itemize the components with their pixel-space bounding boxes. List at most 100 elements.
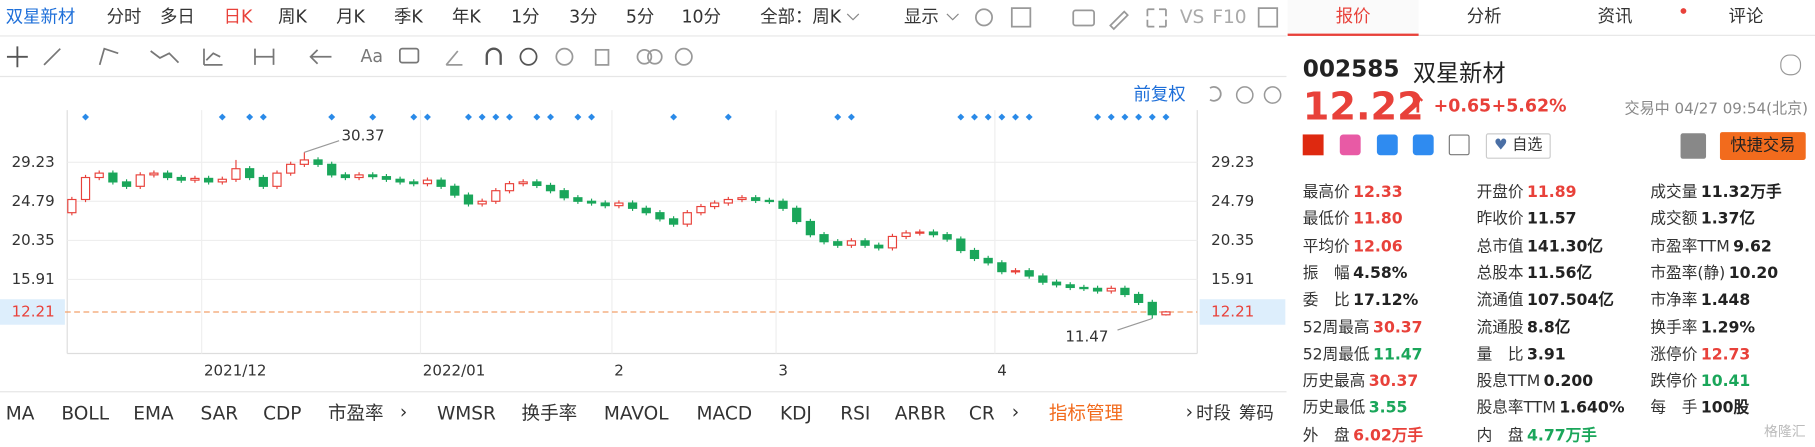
indicator[interactable]: CR [969, 403, 995, 424]
indicator[interactable]: ARBR [895, 403, 946, 424]
indicator[interactable]: KDJ [780, 403, 812, 424]
period-tab[interactable]: 10分 [681, 7, 720, 27]
indicator[interactable]: MA [6, 403, 35, 424]
signal-marker [957, 113, 965, 121]
color-icon[interactable] [1010, 7, 1032, 28]
indicator[interactable]: MAVOL [604, 403, 669, 424]
stat-label: 跌停价 [1650, 372, 1698, 391]
stat-cell: 开盘价 11.89 [1477, 178, 1577, 202]
camera-icon[interactable] [1072, 9, 1095, 27]
move-tool[interactable] [6, 46, 28, 68]
stat-label: 股息率TTM [1476, 399, 1556, 418]
stat-value: 141.30亿 [1526, 237, 1604, 256]
signal-marker [82, 113, 90, 121]
stat-label: 流通股 [1476, 318, 1524, 337]
draw-settings[interactable] [674, 47, 693, 66]
panel-toggle[interactable] [1257, 7, 1279, 28]
period-tab[interactable]: 3分 [569, 7, 597, 27]
nav-arrow[interactable]: › [1186, 402, 1193, 423]
note-tool[interactable] [398, 47, 420, 64]
stat-value: 12.33 [1353, 183, 1403, 202]
compare-tool[interactable] [636, 48, 653, 65]
y-tick-label: 15.91 [12, 270, 55, 288]
tab[interactable]: 评论 [1728, 5, 1764, 27]
text-tool[interactable]: Aa [360, 47, 383, 67]
fib-tool[interactable] [203, 48, 223, 66]
zoom-in[interactable] [1263, 86, 1282, 104]
magnet-tool[interactable] [485, 47, 502, 65]
trade-button[interactable]: 快捷交易 [1719, 132, 1806, 160]
angle-tool[interactable] [445, 50, 463, 66]
stat-label: 股息TTM [1476, 372, 1541, 391]
indicator[interactable]: CDP [263, 403, 301, 424]
candle-body [874, 244, 884, 249]
settings-icon[interactable] [975, 8, 993, 27]
compare-tool[interactable] [647, 48, 663, 65]
tab[interactable]: 分析 [1466, 5, 1502, 27]
candle-body [627, 202, 638, 209]
signal-marker [547, 113, 555, 121]
candle-body [819, 234, 829, 243]
period-tab[interactable]: 季K [394, 7, 423, 27]
period-tab[interactable]: 1分 [511, 7, 539, 27]
alert-button[interactable] [1680, 133, 1707, 159]
candle-body [901, 232, 911, 238]
indicator[interactable]: RSI [840, 403, 870, 424]
display-menu[interactable]: 显示 [904, 7, 939, 27]
candle-body [969, 249, 980, 260]
candle-body [887, 235, 898, 249]
candle-body [327, 163, 337, 176]
indicator[interactable]: 换手率 [522, 403, 578, 424]
arrow-tool[interactable] [309, 49, 332, 65]
signal-marker [1025, 113, 1033, 121]
delete-tool[interactable] [594, 48, 610, 66]
hide-tool[interactable] [555, 47, 574, 66]
watch-button[interactable]: ♥ 自选 [1485, 133, 1551, 159]
indicator[interactable]: 市盈率 [328, 403, 384, 424]
period-tab[interactable]: 多日 [160, 7, 195, 27]
candle-body [450, 185, 460, 196]
indicator[interactable]: BOLL [61, 403, 109, 424]
line-tool[interactable] [43, 48, 61, 66]
period-tab[interactable]: 分时 [107, 7, 142, 27]
period-tab[interactable]: 年K [452, 7, 481, 27]
period-tab[interactable]: 月K [336, 7, 365, 27]
zoom-out[interactable] [1235, 86, 1254, 104]
period-tab[interactable]: 周K [278, 7, 307, 27]
tab[interactable]: 资讯 [1597, 5, 1633, 27]
tab[interactable]: 报价 [1287, 0, 1419, 36]
wave-tool[interactable] [150, 50, 180, 64]
candle-body [641, 207, 651, 214]
stat-cell: 昨收价 11.57 [1477, 205, 1577, 229]
candle-body [67, 198, 77, 214]
range-tool[interactable] [254, 48, 275, 65]
period-tab[interactable]: 日K [224, 7, 253, 27]
stock-name[interactable]: 双星新材 [6, 7, 76, 27]
settings-icon[interactable] [1780, 54, 1802, 76]
indicator[interactable]: MACD [697, 403, 753, 424]
adjust-toggle[interactable]: 前复权 [1134, 85, 1186, 105]
indicator[interactable]: EMA [133, 403, 174, 424]
indicator[interactable]: WMSR [437, 403, 496, 424]
candle-body [573, 197, 583, 202]
compare-button[interactable]: VS [1180, 7, 1204, 28]
channel-tool[interactable] [98, 47, 119, 66]
stat-label: 成交额 [1650, 210, 1698, 229]
indicator[interactable]: SAR [201, 403, 239, 424]
side-tab[interactable]: 筹码 [1239, 404, 1274, 424]
side-tab[interactable]: 时段 [1196, 404, 1231, 424]
candle-body [286, 163, 296, 174]
lock-tool[interactable] [519, 47, 538, 66]
fullscreen-icon[interactable] [1146, 8, 1167, 28]
pen-icon[interactable] [1109, 10, 1129, 31]
candle-body [381, 176, 392, 180]
price-label: 12.21 [12, 302, 55, 320]
stat-cell: 振 幅 4.58% [1303, 259, 1408, 283]
change: +0.65 [1433, 95, 1492, 116]
f10-button[interactable]: F10 [1212, 7, 1246, 28]
stat-label: 外 盘 [1302, 426, 1350, 445]
reset-icon[interactable] [1209, 86, 1222, 102]
range-select[interactable]: 全部：周K [760, 7, 842, 27]
indicator-manage[interactable]: 指标管理 [1049, 403, 1123, 424]
period-tab[interactable]: 5分 [626, 7, 654, 27]
